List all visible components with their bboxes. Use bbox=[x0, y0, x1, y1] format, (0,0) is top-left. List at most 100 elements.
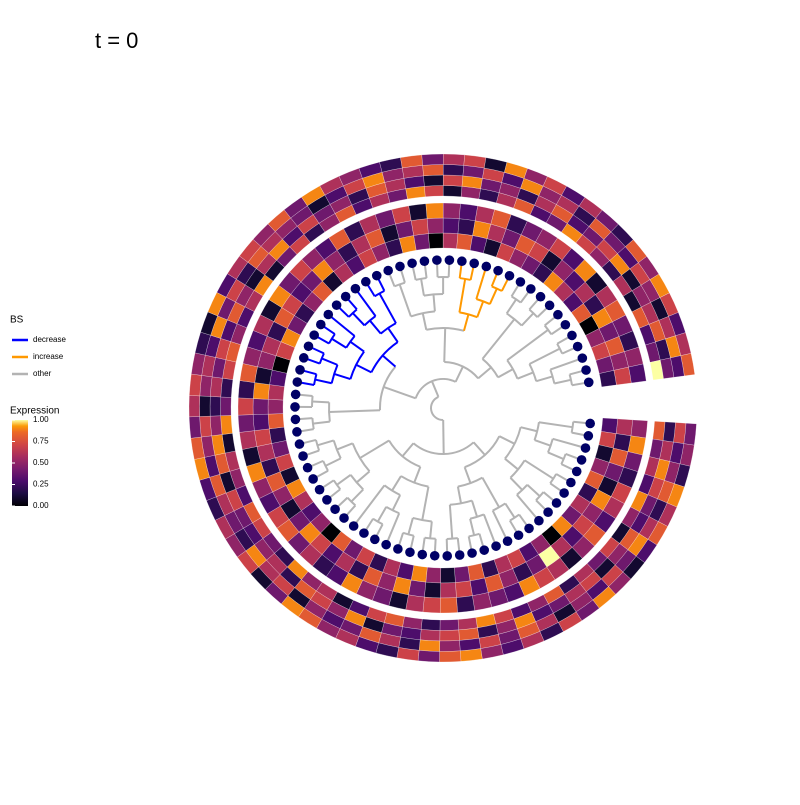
tip bbox=[493, 266, 503, 276]
branch-arc bbox=[507, 313, 522, 325]
heat-cell bbox=[458, 219, 475, 236]
tip bbox=[457, 256, 467, 266]
heat-cell bbox=[440, 619, 459, 630]
branch bbox=[490, 289, 497, 304]
heat-cell bbox=[443, 203, 460, 219]
heat-cell bbox=[268, 414, 284, 429]
branch bbox=[470, 519, 474, 536]
branch bbox=[312, 401, 329, 402]
heat-cell bbox=[189, 395, 200, 416]
branch bbox=[423, 313, 427, 330]
tip bbox=[584, 431, 594, 441]
tip bbox=[315, 485, 325, 495]
branch bbox=[529, 349, 559, 364]
heat-cell bbox=[411, 219, 428, 236]
branch-arc bbox=[510, 515, 519, 521]
branch bbox=[482, 319, 514, 359]
tip bbox=[445, 255, 455, 265]
branch bbox=[458, 487, 461, 504]
tip bbox=[292, 427, 302, 437]
branch bbox=[400, 284, 411, 316]
tip bbox=[304, 341, 314, 351]
heat-cell bbox=[221, 378, 233, 397]
heat-cell bbox=[200, 396, 211, 417]
branch bbox=[388, 328, 398, 342]
branch bbox=[383, 356, 396, 367]
tip bbox=[405, 547, 415, 557]
heat-cell bbox=[653, 421, 665, 440]
branch bbox=[550, 358, 582, 369]
branch-arc bbox=[460, 278, 471, 280]
branch bbox=[484, 514, 496, 546]
tip bbox=[420, 256, 430, 266]
heat-cell bbox=[253, 414, 269, 431]
heat-cell bbox=[240, 364, 258, 383]
branch-arc bbox=[507, 360, 517, 378]
tip bbox=[559, 488, 569, 498]
branch bbox=[384, 387, 416, 398]
tip bbox=[491, 541, 501, 551]
colorbar-label: 0.50 bbox=[33, 458, 49, 467]
branch-arc bbox=[424, 294, 443, 296]
branch bbox=[554, 380, 571, 384]
branch bbox=[539, 422, 573, 427]
branch bbox=[522, 313, 534, 325]
branch-arc bbox=[572, 422, 574, 433]
tip bbox=[479, 545, 489, 555]
branch bbox=[476, 266, 486, 299]
branch bbox=[478, 367, 491, 378]
branch bbox=[414, 467, 420, 483]
branch bbox=[370, 321, 381, 334]
heat-cell bbox=[424, 186, 443, 197]
heat-cell bbox=[392, 206, 411, 224]
branch bbox=[456, 367, 463, 382]
tip bbox=[482, 262, 492, 272]
tip bbox=[584, 378, 594, 388]
heat-cell bbox=[269, 427, 286, 443]
heat-cell bbox=[440, 630, 460, 641]
branch bbox=[315, 380, 332, 384]
branch bbox=[356, 365, 371, 373]
heat-cell bbox=[254, 429, 271, 447]
heat-cell bbox=[423, 597, 441, 613]
branch-arc bbox=[431, 397, 443, 420]
tip bbox=[299, 353, 309, 363]
branch bbox=[465, 467, 471, 483]
tip bbox=[341, 292, 351, 302]
branch-arc bbox=[381, 323, 396, 333]
tip bbox=[561, 320, 571, 330]
legend-label: decrease bbox=[33, 335, 66, 344]
heat-cell bbox=[421, 619, 440, 631]
branch bbox=[535, 440, 551, 446]
branch bbox=[444, 328, 445, 362]
heat-cell bbox=[443, 154, 464, 165]
tip bbox=[432, 255, 442, 265]
heat-cell bbox=[253, 383, 269, 400]
tip bbox=[430, 551, 440, 561]
heat-cell bbox=[684, 423, 697, 445]
branch bbox=[357, 471, 370, 482]
branch bbox=[499, 436, 514, 444]
branch bbox=[433, 294, 434, 311]
heat-cell bbox=[221, 415, 233, 434]
branch bbox=[472, 501, 477, 517]
heat-cell bbox=[443, 165, 464, 176]
branch bbox=[464, 314, 468, 330]
colorbar-label: 1.00 bbox=[33, 415, 49, 424]
branch bbox=[507, 330, 548, 360]
heat-cell bbox=[440, 640, 461, 651]
heat-cell bbox=[238, 415, 254, 433]
branch bbox=[392, 476, 401, 490]
tip bbox=[516, 277, 526, 287]
legend-label: other bbox=[33, 369, 52, 378]
tip bbox=[330, 504, 340, 514]
heat-cell bbox=[428, 233, 443, 249]
branch bbox=[379, 293, 395, 323]
branch bbox=[459, 279, 465, 313]
heat-cell bbox=[458, 617, 477, 629]
branch bbox=[393, 495, 401, 510]
heat-cell bbox=[200, 416, 212, 437]
heat-cell bbox=[239, 431, 256, 450]
tip bbox=[316, 320, 326, 330]
